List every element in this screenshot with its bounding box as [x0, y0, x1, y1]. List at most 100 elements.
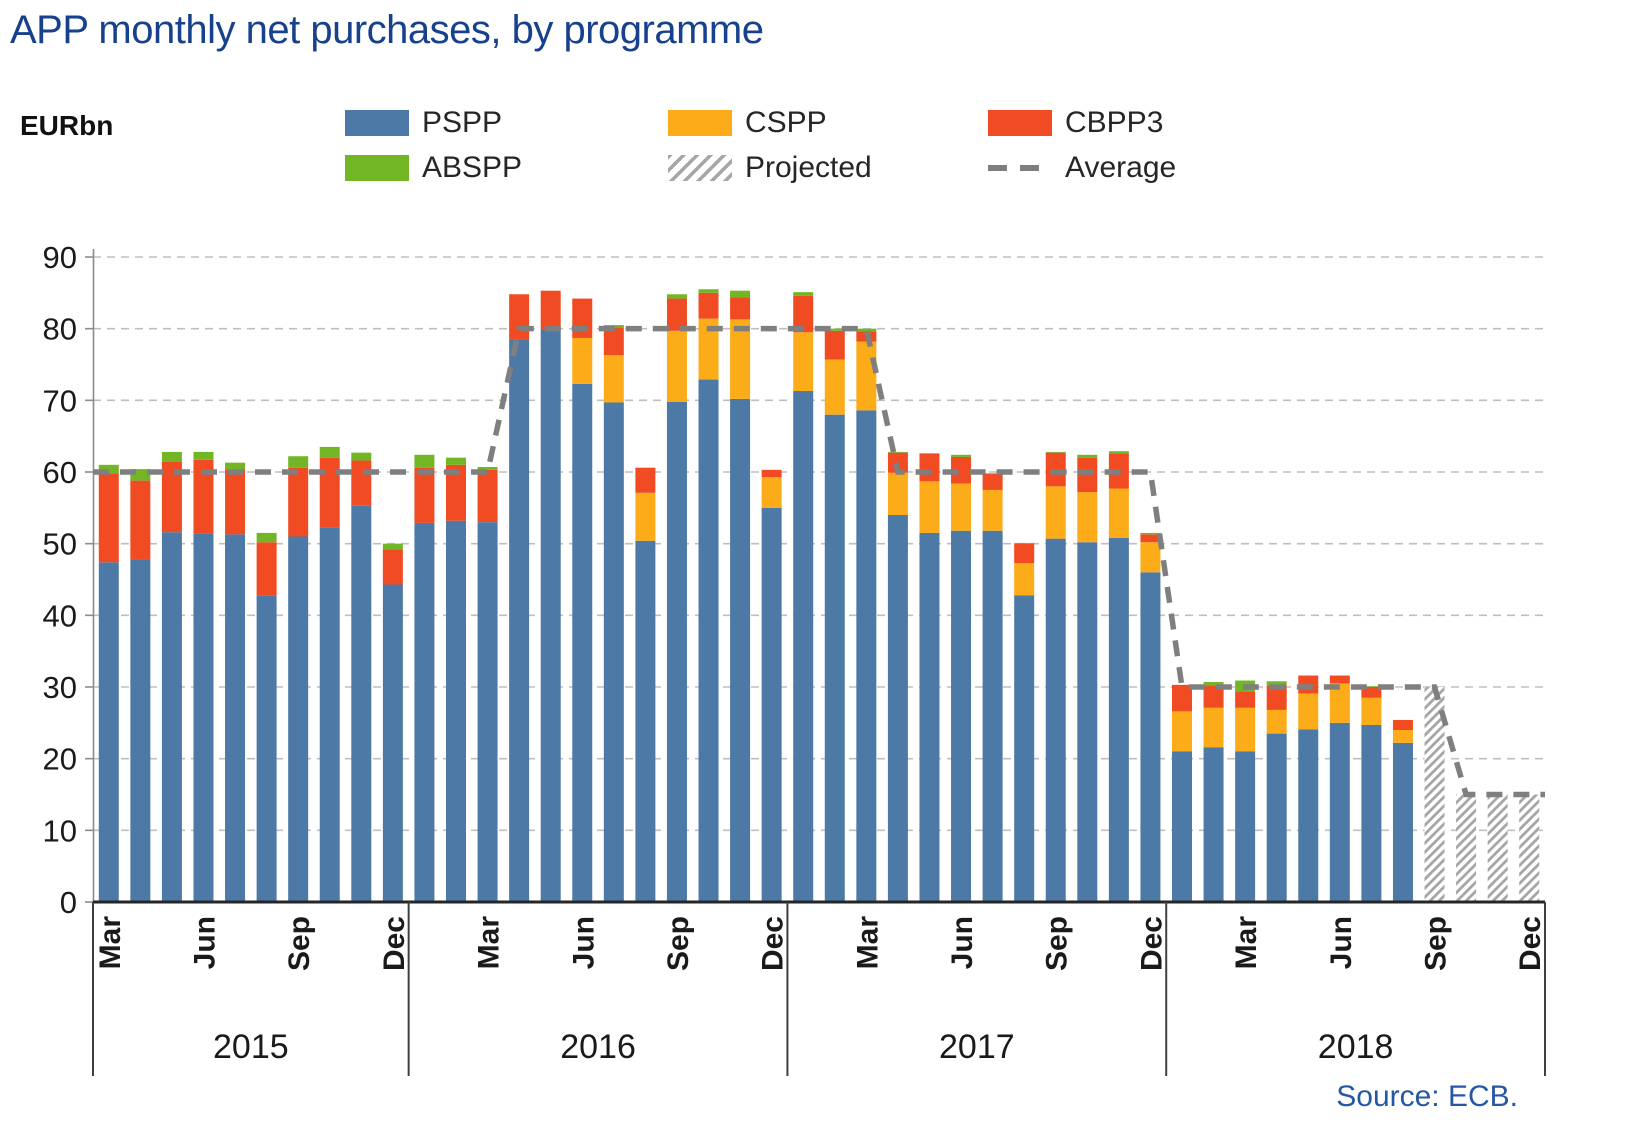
bar-segment-pspp [1266, 733, 1287, 902]
y-tick-label-20: 20 [43, 742, 77, 777]
bar-segment-abspp [477, 466, 498, 470]
bar-segment-abspp [1203, 681, 1224, 686]
bar-segment-pspp [161, 532, 182, 902]
bar-segment-cspp [635, 492, 656, 541]
bar-segment-cbpp3 [1266, 685, 1287, 710]
y-axis-unit-label: EURbn [20, 110, 114, 141]
bar-segment-pspp [1045, 538, 1066, 902]
bar-segment-cbpp3 [509, 294, 530, 340]
bar-segment-pspp [288, 536, 309, 902]
bar-segment-pspp [603, 402, 624, 902]
bar-segment-abspp [951, 454, 972, 457]
bar-segment-cbpp3 [1203, 685, 1224, 708]
bar-segment-abspp [130, 469, 151, 481]
bar-segment-abspp [666, 294, 687, 299]
bar-segment-cspp [1172, 711, 1192, 752]
bar-segment-cbpp3 [288, 467, 309, 537]
y-tick-label-60: 60 [43, 455, 77, 490]
bar-segment-cbpp3 [1140, 534, 1161, 543]
bar-segment-pspp [1329, 722, 1350, 902]
bar-segment-pspp [1203, 747, 1224, 902]
bar-segment-abspp [887, 451, 908, 453]
bar-segment-pspp [572, 383, 593, 903]
x-tick-label-month: Jun [1325, 916, 1358, 969]
bar-segment-abspp [1014, 542, 1035, 544]
bar-segment-abspp [856, 328, 877, 332]
bar-segment-pspp [414, 522, 435, 902]
bar-segment-abspp [382, 543, 403, 550]
bar-segment-pspp [666, 401, 687, 902]
bar-segment-cspp [1266, 709, 1287, 734]
bar-segment-pspp [1361, 724, 1382, 902]
bar-segment-cbpp3 [951, 456, 972, 484]
projected-swatch-icon [668, 155, 732, 181]
x-tick-label-month: Mar [1230, 916, 1263, 970]
bar-segment-cbpp3 [1014, 543, 1035, 564]
x-tick-label-month: Sep [1420, 916, 1453, 971]
bar-projected [1519, 794, 1540, 902]
bar-segment-pspp [256, 595, 277, 902]
bar-segment-pspp [319, 527, 340, 902]
legend-item-cspp: CSPP [668, 106, 988, 139]
bar-segment-abspp [161, 451, 182, 462]
bar-projected [1487, 794, 1508, 902]
bar-segment-pspp [951, 530, 972, 902]
bar-segment-cbpp3 [1172, 684, 1192, 712]
bar-segment-pspp [1140, 572, 1161, 902]
bar-segment-abspp [225, 462, 246, 470]
legend-item-abspp: ABSPP [345, 151, 668, 184]
bar-segment-cbpp3 [635, 467, 656, 493]
bar-segment-abspp [1077, 454, 1098, 458]
bar-segment-pspp [1172, 751, 1192, 902]
bar-projected [1424, 687, 1445, 902]
bar-segment-abspp [1361, 686, 1382, 687]
bar-segment-pspp [130, 559, 151, 902]
bar-segment-cspp [856, 341, 877, 411]
bar-segment-pspp [193, 533, 214, 902]
bar-segment-cspp [761, 477, 782, 508]
bar-segment-abspp [1108, 451, 1129, 454]
legend-label-pspp: PSPP [422, 106, 503, 139]
x-tick-label-month: Jun [188, 916, 221, 969]
abspp-swatch-icon [345, 155, 409, 181]
bar-segment-pspp [225, 534, 246, 902]
x-tick-label-month: Dec [757, 916, 790, 971]
y-tick-label-10: 10 [43, 813, 77, 848]
average-swatch-icon [988, 165, 1052, 171]
chart-legend: PSPP CSPP CBPP3 ABSPP Projected Average [345, 106, 1308, 184]
bar-segment-pspp [635, 540, 656, 902]
bar-segment-cbpp3 [1361, 687, 1382, 698]
bar-segment-cbpp3 [161, 461, 182, 533]
y-tick-label-0: 0 [60, 885, 77, 920]
bar-segment-pspp [1077, 542, 1098, 902]
legend-label-average: Average [1065, 151, 1177, 184]
bar-segment-cspp [1298, 693, 1319, 730]
bar-segment-pspp [1014, 595, 1035, 902]
x-tick-label-month: Dec [1514, 916, 1547, 971]
bar-segment-cbpp3 [319, 457, 340, 528]
bar-segment-pspp [1298, 729, 1319, 902]
legend-item-cbpp3: CBPP3 [988, 106, 1308, 139]
bar-segment-pspp [982, 530, 1003, 902]
bar-segment-pspp [761, 507, 782, 902]
legend-label-cspp: CSPP [745, 106, 827, 139]
bar-segment-abspp [1266, 681, 1287, 686]
bar-segment-cspp [1108, 488, 1129, 538]
bar-segment-cbpp3 [193, 459, 214, 534]
bar-segment-abspp [1140, 532, 1161, 535]
bar-segment-abspp [446, 457, 466, 465]
legend-label-abspp: ABSPP [422, 151, 523, 184]
x-tick-label-month: Dec [1135, 916, 1168, 971]
x-tick-label-month: Jun [567, 916, 600, 969]
bar-segment-cspp [824, 359, 845, 415]
bar-segment-cspp [1077, 492, 1098, 543]
bar-segment-abspp [256, 532, 277, 543]
bar-segment-pspp [698, 379, 719, 902]
bar-segment-pspp [824, 414, 845, 902]
x-axis-year-label: 2015 [213, 1028, 289, 1066]
source-note: Source: ECB. [1336, 1080, 1518, 1113]
cspp-swatch-icon [668, 110, 732, 136]
bar-segment-cbpp3 [256, 542, 277, 596]
